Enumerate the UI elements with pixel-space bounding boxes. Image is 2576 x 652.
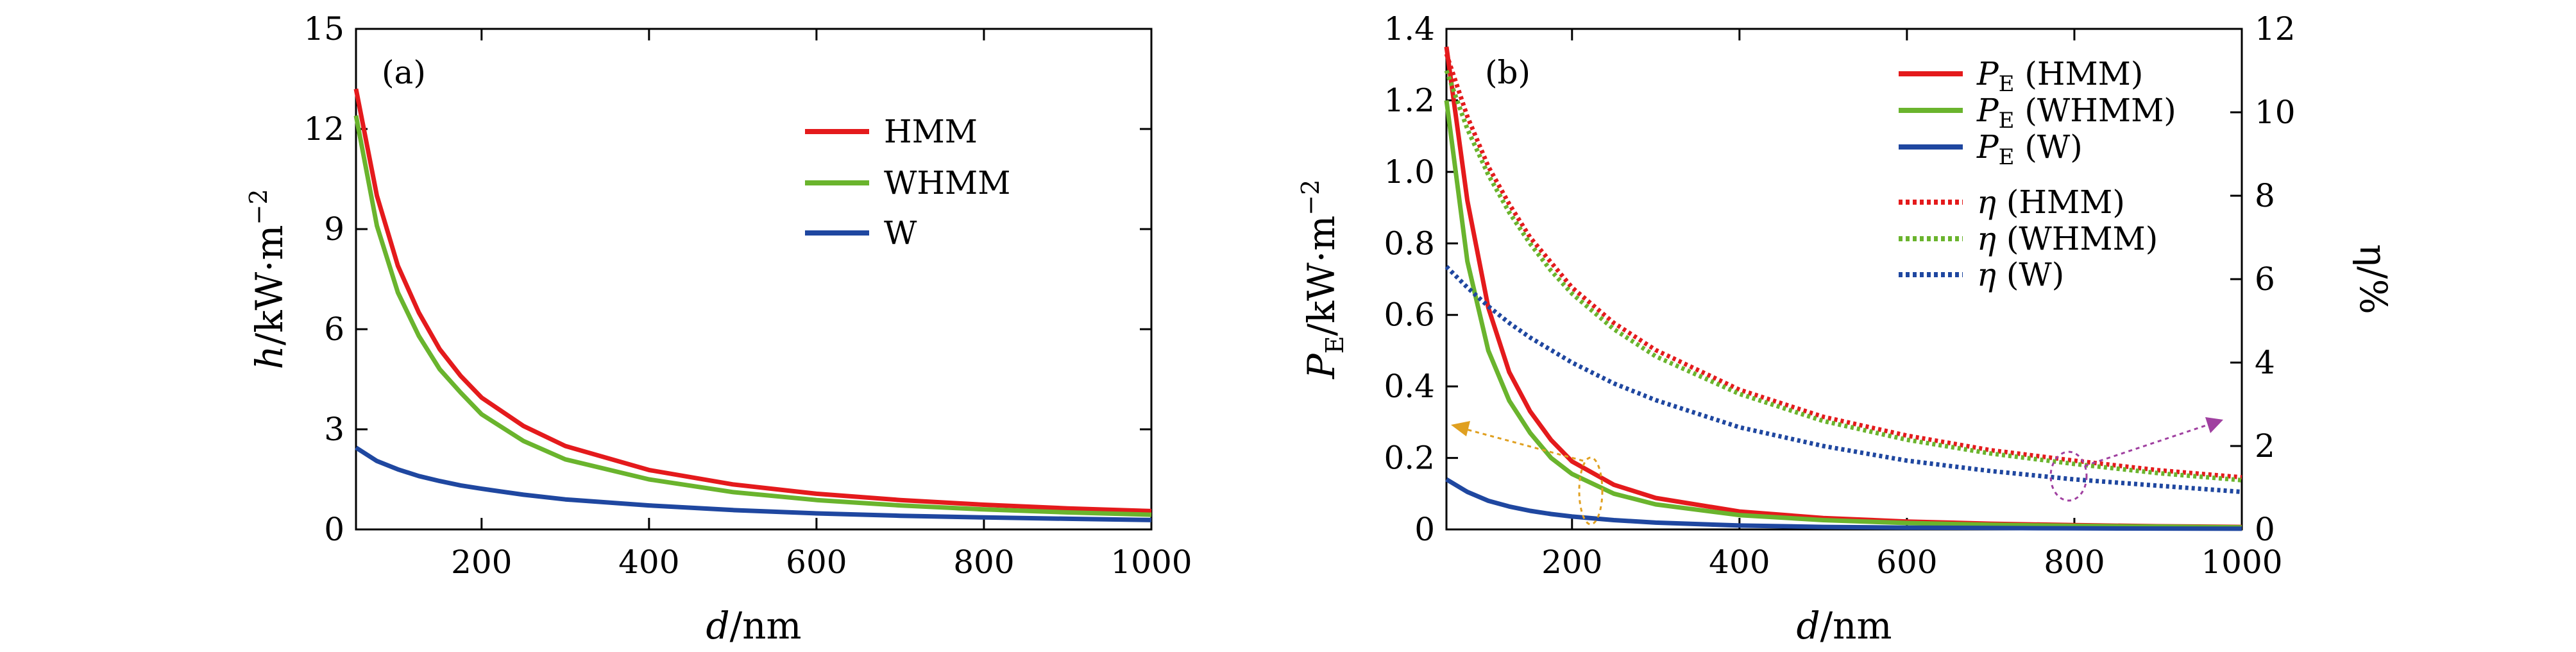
panel-label-b: (b): [1485, 54, 1530, 91]
x-tick-label: 800: [953, 544, 1014, 581]
legend-label-pe-hmm: PE (HMM): [1976, 55, 2143, 97]
y-axis-label-b: PE/kW·m−2: [1296, 180, 1349, 380]
series-line-hmm: [1444, 53, 2242, 480]
legend-b: PE (HMM) PE (WHMM) PE (W) η (HMM) η (WHM…: [1899, 55, 2176, 293]
panel-label-a: (a): [382, 54, 426, 91]
y2-axis-label-b: η/%: [2351, 244, 2395, 314]
y2-tick-label: 6: [2255, 261, 2275, 298]
series-group-a: [353, 88, 1152, 522]
x-tick-label: 200: [1541, 544, 1602, 581]
y-axis-label-a: h/kW·m−2: [244, 189, 291, 369]
series-line-pe-whmm: [1444, 99, 2242, 530]
legend-label-pe-w: PE (W): [1976, 128, 2083, 170]
x-tick-label: 1000: [2201, 544, 2282, 581]
series-line-whmm: [1444, 69, 2242, 483]
y-axis-ticks-b: 0 0.2 0.4 0.6 0.8 1.0 1.2 1.4: [1384, 10, 1458, 548]
y-tick-label: 0: [324, 511, 344, 548]
y-tick-label: 15: [303, 10, 344, 47]
x-tick-label: 600: [1876, 544, 1937, 581]
annotation-circle-right: [2049, 450, 2088, 502]
y2-tick-label: 4: [2255, 344, 2275, 381]
y-tick-label: 1.0: [1384, 153, 1435, 191]
y-tick-label: 0: [1414, 511, 1435, 548]
panel-a: 0 3 6 9 12 15 200 400 600 800 1000 (a) h/kW·m−2 d…: [244, 10, 1192, 648]
y2-tick-label: 2: [2255, 427, 2275, 465]
x-tick-label: 800: [2044, 544, 2105, 581]
y-tick-label: 0.2: [1384, 440, 1435, 477]
x-axis-label-b: d/nm: [1796, 604, 1892, 648]
series-line-w: [1445, 265, 2242, 494]
x-tick-label: 400: [618, 544, 679, 581]
annotation-arrowhead-right: [2205, 417, 2223, 433]
y-tick-label: 6: [324, 311, 344, 348]
y-axis-ticks-a: 0 3 6 9 12 15: [303, 10, 1151, 548]
legend-label-eta-hmm: η (HMM): [1977, 184, 2125, 221]
y-tick-label: 0.8: [1384, 225, 1435, 262]
legend-a: HMM WHMM W: [805, 113, 1010, 252]
x-axis-label-a: d/nm: [706, 604, 801, 648]
x-tick-label: 1000: [1110, 544, 1192, 581]
panel-b: 0 0.2 0.4 0.6 0.8 1.0 1.2 1.4 0 2 4 6 8 10 12 200 400 6…: [1296, 10, 2395, 648]
legend-label-eta-w: η (W): [1977, 256, 2064, 293]
annotation-arrow-right: [2084, 423, 2210, 467]
x-tick-label: 600: [786, 544, 847, 581]
series-line-w: [355, 445, 1152, 522]
annotation-circle-left: [1578, 456, 1604, 526]
y-tick-label: 9: [324, 210, 344, 248]
y-tick-label: 3: [324, 411, 344, 448]
y2-tick-label: 12: [2255, 10, 2296, 47]
y2-tick-label: 10: [2255, 94, 2296, 131]
legend-label-pe-whmm: PE (WHMM): [1976, 92, 2176, 133]
y2-tick-label: 8: [2255, 177, 2275, 214]
y-tick-label: 1.2: [1384, 82, 1435, 119]
y-tick-label: 0.6: [1384, 296, 1435, 334]
series-line-whmm: [353, 115, 1152, 517]
legend-label-eta-whmm: η (WHMM): [1977, 220, 2158, 257]
y2-axis-ticks-b: 0 2 4 6 8 10 12: [2230, 10, 2296, 548]
annotation-arrowhead-left: [1451, 421, 1470, 436]
legend-label-whmm: WHMM: [884, 164, 1010, 202]
x-axis-ticks-b: 200 400 600 800 1000: [1541, 29, 2283, 581]
series-group-b: [1444, 46, 2242, 531]
y2-tick-label: 0: [2255, 511, 2275, 548]
x-tick-label: 400: [1709, 544, 1770, 581]
legend-label-hmm: HMM: [884, 113, 978, 150]
legend-label-w: W: [884, 214, 917, 252]
y-tick-label: 1.4: [1384, 10, 1435, 47]
x-axis-ticks-a: 200 400 600 800 1000: [451, 29, 1192, 581]
annotation-arrow-left: [1463, 427, 1584, 462]
y-tick-label: 0.4: [1384, 368, 1435, 405]
series-line-hmm: [353, 88, 1152, 513]
plot-frame-a: [355, 28, 1153, 531]
series-line-pe-w: [1445, 477, 2242, 531]
annotations-b: [1451, 417, 2223, 526]
x-tick-label: 200: [451, 544, 512, 581]
y-tick-label: 12: [303, 110, 344, 148]
